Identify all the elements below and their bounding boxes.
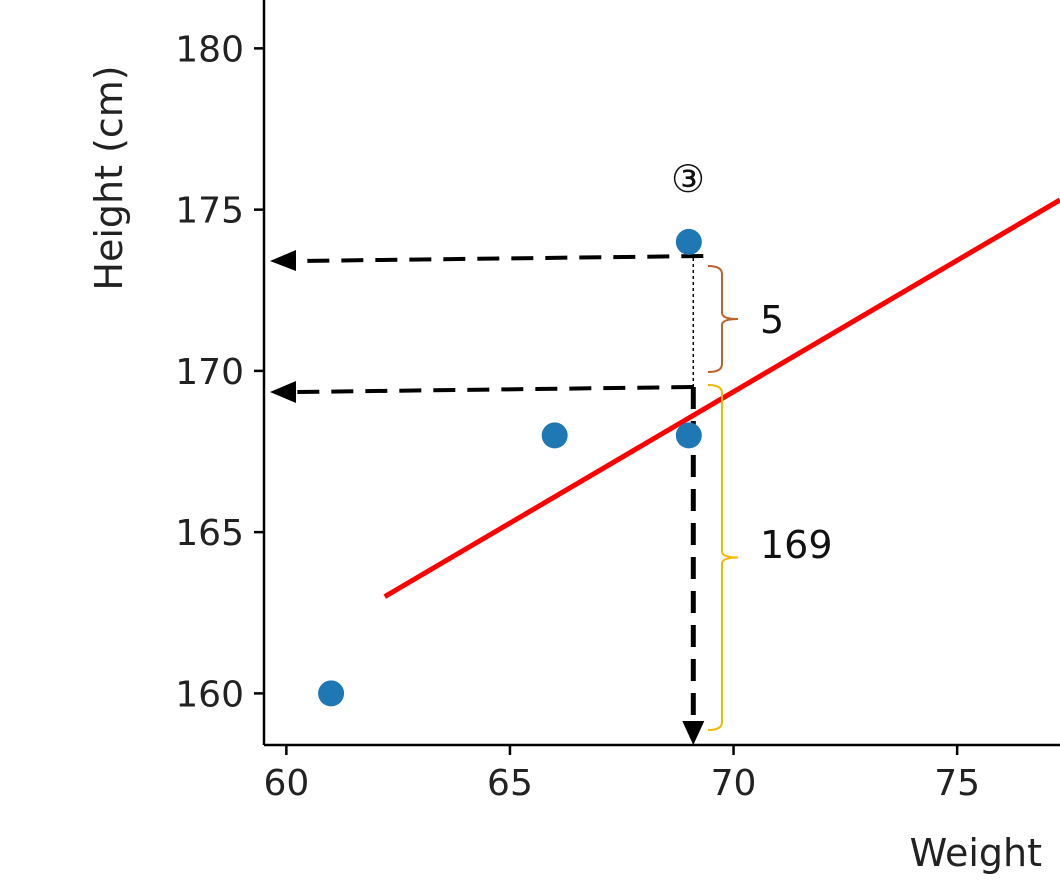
data-point [675,422,702,449]
residual-brace [707,265,739,373]
axes [262,0,1060,747]
braces [707,265,739,731]
predicted-arrow-line [295,385,694,395]
data-point [541,422,568,449]
data-point [318,680,345,707]
y-tick-label: 160 [175,674,244,715]
predicted-label: 169 [760,523,833,567]
y-axis-title: Height (cm) [87,65,131,290]
residual-label: 5 [760,298,784,342]
data-point [675,228,702,255]
data-points [318,228,702,707]
observed-arrowhead [270,250,296,272]
y-tick-label: 165 [175,513,244,554]
marker-label: ③ [671,157,705,201]
annotation-labels: ③ 5 169 Weight Height (cm) [87,65,1042,875]
down-arrowhead [682,721,705,745]
ticks: 60 65 70 75 160 165 170 175 180 [175,29,980,804]
x-tick-label: 75 [934,763,980,804]
predicted-brace [707,384,739,731]
x-tick-label: 70 [711,763,757,804]
observed-arrow-line [295,254,704,264]
y-tick-label: 170 [175,352,244,393]
predicted-arrowhead [270,381,296,404]
x-tick-label: 60 [263,763,309,804]
x-axis-title: Weight [910,831,1042,875]
y-tick-label: 175 [175,191,244,232]
y-tick-label: 180 [175,29,244,70]
x-tick-label: 65 [487,763,533,804]
plot-area [270,197,1060,745]
guide-lines [270,250,705,745]
